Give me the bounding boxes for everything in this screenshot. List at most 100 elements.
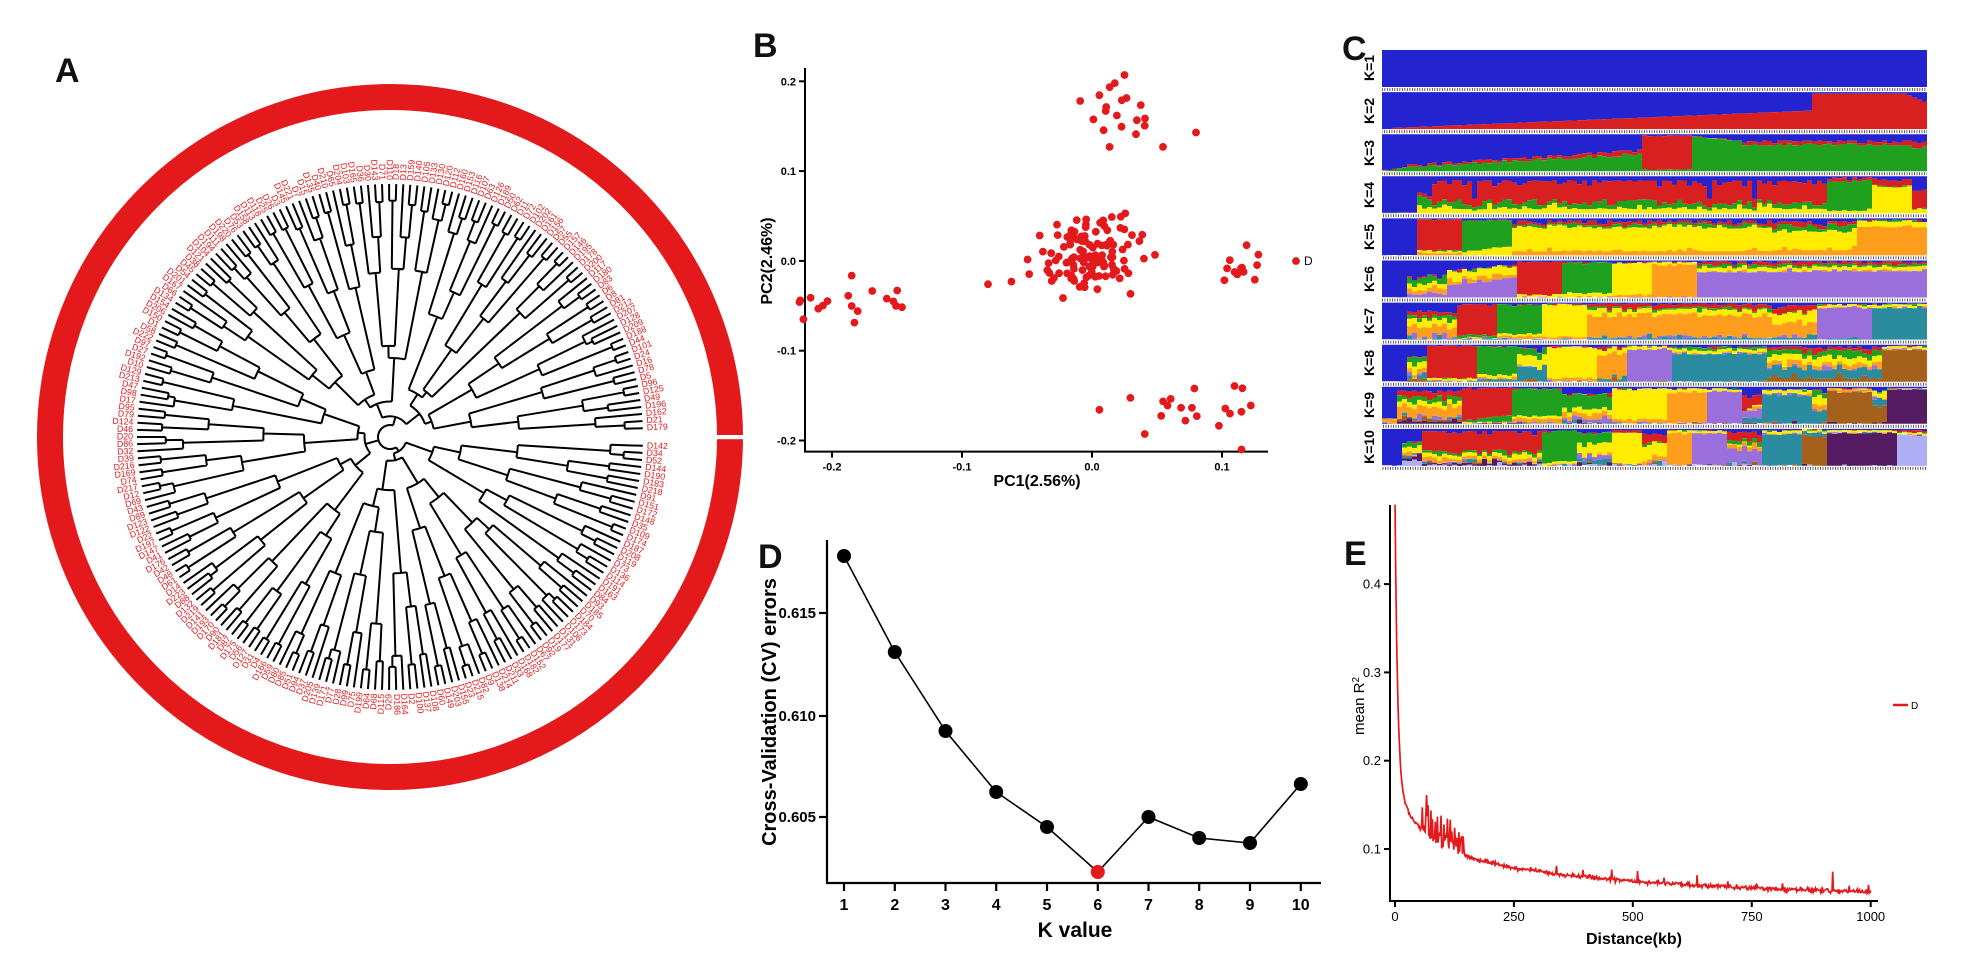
svg-text:D91: D91 (639, 490, 657, 503)
svg-text:1000: 1000 (1856, 909, 1885, 924)
svg-text:D69: D69 (124, 496, 142, 510)
svg-text:K=9: K=9 (1361, 392, 1377, 418)
svg-text:D213: D213 (118, 370, 141, 384)
svg-text:D105: D105 (419, 161, 432, 183)
svg-text:D140: D140 (412, 160, 424, 182)
svg-text:D204: D204 (331, 163, 345, 186)
svg-text:D36: D36 (354, 165, 366, 182)
svg-text:D149: D149 (442, 687, 456, 710)
svg-text:D18: D18 (391, 164, 401, 180)
svg-text:PC1(2.56%): PC1(2.56%) (993, 473, 1080, 490)
svg-text:250: 250 (1503, 909, 1525, 924)
svg-text:C: C (1342, 30, 1367, 68)
svg-text:Cross-Validation (CV) errors: Cross-Validation (CV) errors (759, 578, 781, 846)
svg-text:D144: D144 (645, 462, 667, 474)
svg-text:0.1: 0.1 (1214, 462, 1229, 474)
svg-text:D12: D12 (122, 489, 140, 502)
svg-text:500: 500 (1622, 909, 1644, 924)
svg-text:D2: D2 (406, 693, 417, 705)
svg-text:D47: D47 (121, 378, 139, 391)
svg-text:-0.1: -0.1 (777, 346, 796, 358)
svg-text:D183: D183 (642, 476, 665, 490)
svg-text:D65: D65 (324, 170, 337, 188)
svg-text:8: 8 (1195, 897, 1204, 914)
svg-text:0.1: 0.1 (781, 166, 796, 178)
svg-text:K=1: K=1 (1361, 55, 1377, 81)
svg-text:K=4: K=4 (1361, 182, 1377, 208)
svg-text:D143: D143 (369, 159, 380, 181)
svg-text:0.3: 0.3 (1363, 665, 1381, 680)
svg-text:9: 9 (1246, 897, 1255, 914)
svg-text:1: 1 (840, 897, 849, 914)
svg-text:0.0: 0.0 (1084, 462, 1099, 474)
svg-text:D34: D34 (646, 448, 663, 459)
svg-text:D29: D29 (383, 694, 393, 710)
svg-text:D46: D46 (117, 424, 134, 434)
svg-text:D5: D5 (639, 370, 652, 382)
svg-text:0.2: 0.2 (1363, 753, 1381, 768)
svg-text:D190: D190 (644, 469, 666, 482)
svg-text:D162: D162 (645, 406, 667, 418)
svg-text:D71: D71 (377, 164, 388, 181)
svg-text:D137: D137 (421, 691, 434, 713)
svg-text:D: D (1911, 701, 1918, 712)
svg-text:PC2(2.46%): PC2(2.46%) (759, 217, 776, 304)
svg-text:D115: D115 (376, 694, 387, 715)
svg-text:K=8: K=8 (1361, 350, 1377, 376)
svg-text:D130: D130 (434, 163, 448, 186)
svg-text:6: 6 (1093, 897, 1102, 914)
svg-text:0.610: 0.610 (778, 708, 816, 725)
svg-text:K=6: K=6 (1361, 266, 1377, 292)
svg-text:D196: D196 (645, 398, 667, 410)
svg-text:D216: D216 (113, 460, 135, 472)
svg-text:7: 7 (1144, 897, 1153, 914)
svg-text:D77: D77 (323, 686, 336, 704)
svg-text:D21: D21 (646, 414, 663, 425)
svg-text:K value: K value (1038, 919, 1113, 942)
svg-text:D98: D98 (120, 386, 138, 399)
svg-text:D89: D89 (128, 509, 147, 523)
svg-text:D79: D79 (117, 408, 134, 419)
svg-text:-0.1: -0.1 (953, 462, 972, 474)
svg-text:D74: D74 (120, 474, 138, 487)
svg-text:D86: D86 (117, 439, 134, 449)
svg-text:D1: D1 (146, 316, 161, 330)
svg-text:mean R2: mean R2 (1351, 677, 1368, 736)
svg-text:D159: D159 (405, 159, 417, 181)
svg-text:D: D (758, 538, 783, 576)
svg-text:-0.2: -0.2 (823, 462, 842, 474)
svg-text:2: 2 (890, 897, 899, 914)
svg-text:D43: D43 (126, 503, 144, 517)
svg-text:D40: D40 (309, 173, 323, 191)
svg-text:D165: D165 (346, 161, 359, 183)
svg-text:D103: D103 (338, 162, 351, 185)
svg-text:D217: D217 (116, 481, 139, 495)
svg-text:D108: D108 (428, 690, 441, 712)
svg-text:D164: D164 (399, 693, 410, 715)
svg-text:750: 750 (1741, 909, 1763, 924)
svg-text:D: D (1304, 254, 1313, 268)
svg-text:0: 0 (1391, 909, 1398, 924)
svg-text:0.4: 0.4 (1363, 577, 1381, 592)
svg-text:D142: D142 (647, 440, 668, 451)
svg-text:10: 10 (1292, 897, 1310, 914)
svg-text:D28: D28 (330, 688, 343, 706)
svg-text:3: 3 (941, 897, 950, 914)
svg-text:D75: D75 (345, 690, 357, 708)
svg-text:D16: D16 (635, 354, 653, 368)
svg-text:D96: D96 (641, 376, 659, 389)
svg-text:D100: D100 (413, 692, 425, 714)
svg-text:Distance(kb): Distance(kb) (1586, 931, 1682, 948)
svg-text:D95: D95 (118, 401, 135, 413)
svg-text:D110: D110 (385, 160, 395, 181)
svg-text:D186: D186 (392, 694, 403, 715)
svg-text:0.0: 0.0 (781, 256, 796, 268)
svg-text:D179: D179 (647, 422, 668, 433)
svg-text:E: E (1344, 535, 1367, 573)
svg-text:D13: D13 (398, 164, 409, 181)
svg-text:D60: D60 (435, 688, 448, 706)
svg-text:D169: D169 (114, 467, 136, 480)
svg-text:D199: D199 (352, 692, 364, 714)
svg-text:D10: D10 (126, 356, 144, 370)
svg-text:D52: D52 (646, 455, 663, 466)
